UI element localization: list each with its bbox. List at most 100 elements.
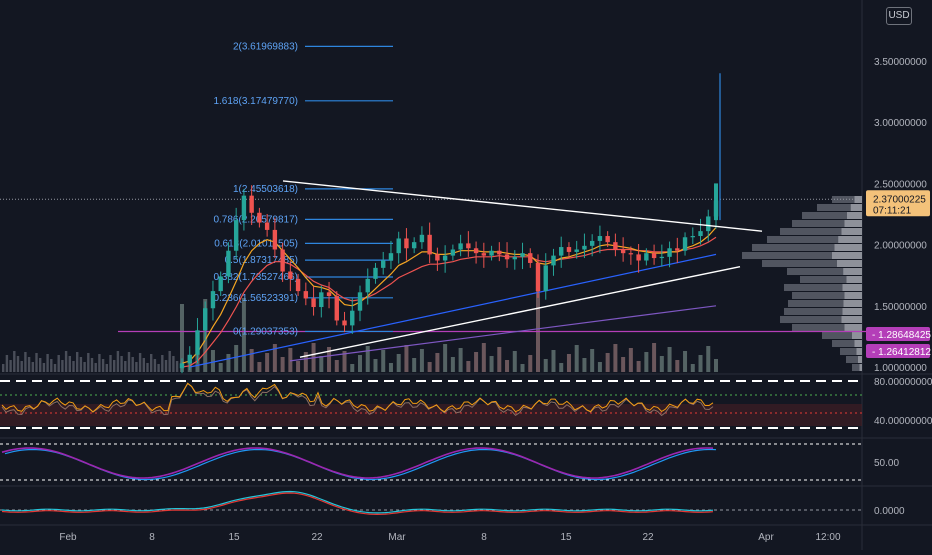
fib-level-label: 0(1.29037353): [233, 326, 298, 337]
volume-bar: [296, 361, 301, 372]
volume-bar: [303, 352, 308, 372]
volume-bar: [94, 363, 97, 372]
volume-profile-bar: [843, 300, 862, 307]
candle-body: [535, 262, 541, 292]
volume-bar: [53, 364, 57, 372]
time-tick-label: 8: [149, 532, 155, 543]
volume-bar: [644, 352, 649, 372]
volume-bar: [358, 355, 362, 372]
volume-bar: [24, 352, 27, 372]
lower-trendline: [299, 265, 741, 358]
candle-body: [543, 265, 548, 292]
candle-body: [675, 248, 680, 251]
candle-body: [620, 249, 626, 254]
volume-bar: [180, 304, 184, 372]
volume-bar: [72, 361, 75, 372]
volume-profile-bar: [784, 308, 862, 315]
volume-profile-bar: [787, 268, 862, 275]
volume-bar: [153, 359, 157, 372]
candle-body: [288, 271, 293, 279]
candle-body: [651, 253, 657, 259]
candle-body: [326, 292, 332, 297]
volume-bar: [412, 358, 417, 372]
volume-bar: [404, 345, 409, 372]
volume-bar: [443, 344, 448, 372]
current-price-label: 2.37000225: [873, 194, 926, 205]
candle-body: [218, 276, 223, 292]
volume-bar: [68, 356, 71, 372]
volume-bar: [27, 357, 31, 372]
candle-body: [489, 250, 494, 256]
volume-profile-bar: [844, 220, 862, 227]
volume-bar: [146, 363, 149, 372]
price-tick-label: 1.00000000: [874, 363, 927, 374]
candle-body: [419, 234, 425, 243]
volume-bar: [667, 347, 672, 372]
volume-bar: [83, 362, 86, 372]
volume-profile-bar: [752, 244, 862, 251]
volume-profile-bar: [784, 284, 862, 291]
volume-bar: [474, 352, 479, 372]
volume-bar: [466, 361, 471, 372]
volume-bar: [272, 344, 277, 372]
price-tick-label: 3.00000000: [874, 118, 927, 129]
volume-profile-bar: [850, 204, 862, 211]
volume-bar: [265, 353, 270, 372]
volume-bar: [157, 364, 160, 372]
volume-bar: [675, 360, 680, 372]
volume-profile-bar: [847, 212, 862, 219]
candle-body: [559, 247, 564, 256]
volume-profile-bar: [832, 340, 862, 347]
ema-fast-line: [181, 227, 717, 364]
volume-bar: [249, 349, 254, 372]
volume-bar: [342, 351, 347, 372]
volume-profile-bar: [832, 196, 862, 203]
volume-bar: [50, 359, 53, 372]
candle-body: [396, 238, 401, 254]
currency-badge[interactable]: USD: [886, 7, 912, 25]
candle-body: [481, 253, 487, 256]
candle-body: [644, 253, 649, 261]
fib-level-label: 1.618(3.17479770): [213, 96, 298, 107]
candle-body: [520, 253, 525, 257]
volume-bar: [120, 356, 123, 372]
candle-body: [466, 243, 471, 249]
volume-bar: [319, 356, 324, 372]
candle-body: [589, 240, 595, 246]
volume-bar: [210, 350, 215, 372]
price-tick-label: 2.00000000: [874, 241, 927, 252]
fib-level-label: 0.618(2.01011505): [214, 238, 298, 249]
candle-body: [179, 363, 185, 369]
fib-level-label: 0.5(1.87317485): [225, 255, 298, 266]
candle-body: [582, 245, 587, 250]
volume-bar: [450, 357, 455, 372]
volume-bar: [683, 351, 688, 372]
candle-body: [241, 195, 247, 221]
volume-profile-bar: [844, 292, 862, 299]
volume-bar: [124, 361, 127, 372]
candle-body: [381, 260, 386, 268]
candle-body: [303, 291, 309, 299]
fib-level-label: 2(3.61969883): [233, 41, 298, 52]
volume-bar: [714, 359, 718, 372]
volume-bar: [543, 359, 548, 372]
candle-body: [636, 254, 641, 261]
candle-body: [613, 242, 618, 250]
volume-bar: [116, 351, 120, 372]
volume-bar: [628, 348, 633, 372]
volume-profile-bar: [767, 236, 862, 243]
volume-bar: [566, 354, 571, 372]
candle-body: [659, 256, 665, 259]
volume-bar: [64, 351, 68, 372]
volume-bar: [396, 354, 401, 372]
volume-bar: [138, 353, 142, 372]
volume-bar: [16, 356, 20, 372]
volume-profile-bar: [817, 204, 862, 211]
volume-bar: [87, 353, 90, 372]
candle-body: [504, 254, 510, 260]
volume-bar: [175, 361, 179, 372]
ema-mid-line: [181, 236, 717, 368]
volume-profile-bar: [859, 364, 862, 371]
